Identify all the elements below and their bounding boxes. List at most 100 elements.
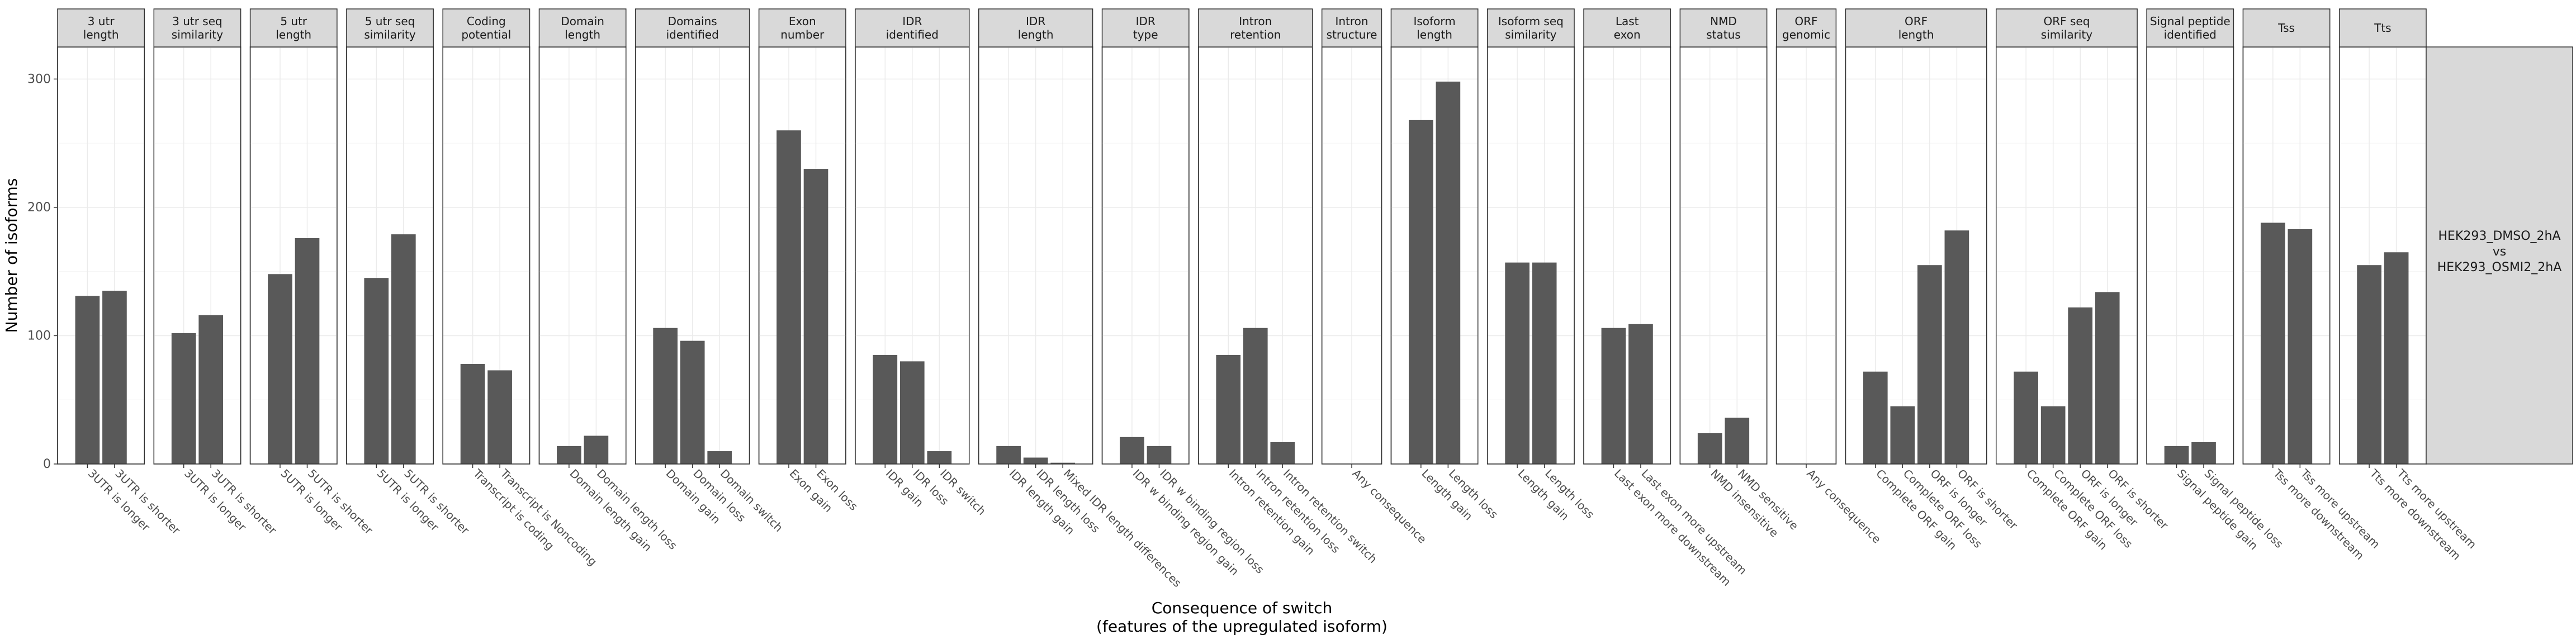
facet-strip-label: NMD [1710, 15, 1737, 28]
bar [2164, 446, 2189, 464]
facet-strip [1390, 8, 1479, 48]
facet-strip [1845, 8, 1987, 48]
bar [1505, 262, 1530, 464]
facet-strip-label: Last [1616, 15, 1639, 28]
bar [927, 451, 952, 464]
y-tick-label: 300 [27, 72, 51, 86]
bar [364, 278, 389, 464]
facet-strip-label: structure [1327, 28, 1377, 41]
bar [2288, 229, 2313, 464]
bar [680, 340, 705, 464]
facet-strip [1583, 8, 1671, 48]
facet-strip-label: Tts [2374, 21, 2391, 35]
facet-strip [442, 8, 531, 48]
facet-panel [1583, 46, 1671, 465]
bar [653, 328, 678, 464]
facet-strip-label: identified [886, 28, 939, 41]
facet-strip-label: Isoform [1413, 15, 1455, 28]
bar [268, 274, 292, 464]
bar [557, 446, 581, 464]
y-axis-title: Number of isoforms [2, 178, 21, 333]
bar [1601, 328, 1626, 464]
facet-strip-label: status [1706, 28, 1740, 41]
facet-panel [2146, 46, 2234, 465]
bar [1216, 354, 1241, 464]
facet-strip-label: Intron [1335, 15, 1368, 28]
bar [460, 363, 485, 464]
facet-strip-label: number [780, 28, 825, 41]
bar [1120, 437, 1144, 464]
bar [1023, 457, 1048, 464]
bar [1697, 433, 1722, 464]
facet-strip [1775, 8, 1837, 48]
bar [487, 370, 512, 464]
facet-panel [2242, 46, 2331, 465]
bar [584, 435, 609, 464]
bar [1628, 324, 1653, 464]
facet-strip-label: exon [1614, 28, 1641, 41]
facet-panel [249, 46, 338, 465]
facet-strip-label: 5 utr [280, 15, 307, 28]
facet-strip [2338, 8, 2427, 48]
x-axis-title: Consequence of switch [1152, 599, 1333, 617]
facet-panel [153, 46, 242, 465]
facet-strip-label: similarity [172, 28, 223, 41]
facet-strip-label: length [1898, 28, 1934, 41]
bar [1725, 418, 1750, 464]
facet-strip-label: similarity [1505, 28, 1556, 41]
bar [391, 234, 416, 464]
facet-strip-label: IDR [1136, 15, 1156, 28]
facet-strip-label: 3 utr [88, 15, 115, 28]
facet-strip-label: ORF [1794, 15, 1817, 28]
bar [75, 296, 100, 464]
bar [1147, 446, 1172, 464]
facet-strip-label: length [1018, 28, 1054, 41]
facet-strip [346, 8, 434, 48]
facet-strip [758, 8, 846, 48]
facet-strip-label: genomic [1782, 28, 1830, 41]
bar [1050, 462, 1076, 464]
bar [2040, 406, 2066, 464]
facet-strip-label: length [276, 28, 311, 41]
bar [2357, 265, 2381, 464]
facet-panel [1390, 46, 1479, 465]
facet-strip-label: 3 utr seq [172, 15, 222, 28]
facet-strip-label: Tss [2277, 21, 2295, 35]
facet-strip-label: Coding [467, 15, 506, 28]
bar [171, 333, 196, 464]
row-strip-label: vs [2493, 245, 2506, 259]
facet-strip-label: potential [461, 28, 511, 41]
x-tick-label: Last exon more downstream [1612, 467, 1734, 589]
facet-strip-label: length [1417, 28, 1452, 41]
y-tick-label: 200 [27, 201, 51, 215]
bar [2068, 307, 2093, 464]
facet-strip-label: ORF [1905, 15, 1928, 28]
facet-strip-label: similarity [364, 28, 415, 41]
facet-strip-label: Signal peptide [2150, 15, 2231, 28]
facet-panel [346, 46, 434, 465]
facet-strip [1101, 8, 1190, 48]
row-strip [2426, 46, 2573, 465]
bar [1532, 262, 1557, 464]
facet-strip [1679, 8, 1768, 48]
facet-strip-label: type [1133, 28, 1158, 41]
bar [2384, 252, 2409, 464]
facet-strip [855, 8, 970, 48]
facet-strip-label: IDR [902, 15, 922, 28]
facet-panel [1679, 46, 1768, 465]
x-tick-label: Mixed IDR length differences [1061, 467, 1185, 590]
facet-strip-label: Isoform seq [1498, 15, 1564, 28]
facet-strip [978, 8, 1093, 48]
bar [2260, 222, 2285, 464]
facet-panel [57, 46, 145, 465]
facet-panel [2338, 46, 2427, 465]
facet-strip-label: Domain [561, 15, 604, 28]
bar [1890, 406, 1915, 464]
bar [1917, 265, 1942, 464]
bar [1243, 328, 1268, 464]
facet-strip-label: length [565, 28, 600, 41]
facet-strip [57, 8, 145, 48]
y-tick-label: 100 [27, 329, 51, 343]
